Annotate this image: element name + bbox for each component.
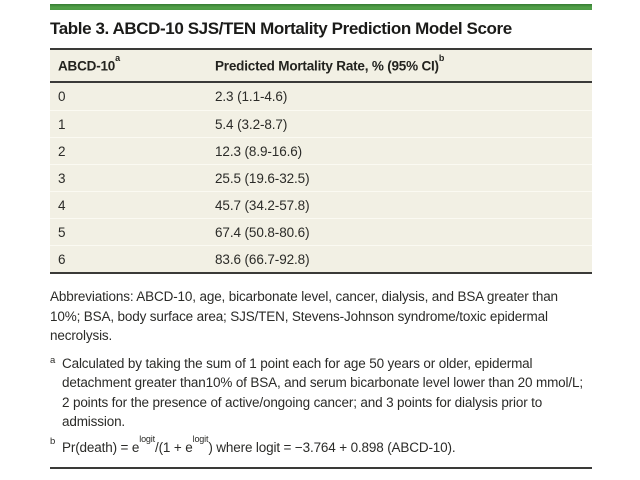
score-cell: 2 <box>58 143 66 159</box>
score-cell: 1 <box>58 116 66 132</box>
header-divider-rule <box>50 81 592 83</box>
logit-superscript: logit <box>139 434 155 444</box>
title-divider-rule <box>50 48 592 50</box>
green-accent-bar <box>50 4 592 10</box>
footnote-b-reference: b <box>438 52 445 63</box>
table-title: Table 3. ABCD-10 SJS/TEN Mortality Predi… <box>50 19 512 38</box>
table-notes: Abbreviations: ABCD-10, age, bicarbonate… <box>50 287 592 469</box>
footnote-b-text: Pr(death) = elogit/(1 + elogit) where lo… <box>62 434 456 455</box>
logit-superscript: logit <box>192 434 209 444</box>
table-row: 6 83.6 (66.7-92.8) <box>50 245 592 272</box>
score-cell: 0 <box>58 89 66 104</box>
column-header-score: ABCD-10a <box>58 52 120 74</box>
score-cell: 5 <box>58 224 66 240</box>
rate-cell: 12.3 (8.9-16.6) <box>215 143 303 159</box>
footnote-a: a Calculated by taking the sum of 1 point… <box>50 354 588 432</box>
table-row: 5 67.4 (50.8-80.6) <box>50 218 592 245</box>
footnote-b-marker: b <box>50 435 56 447</box>
rate-cell: 2.3 (1.1-4.6) <box>215 89 288 104</box>
figure-bottom-rule <box>50 466 592 469</box>
rate-cell: 5.4 (3.2-8.7) <box>215 116 288 132</box>
table-content-area: Table 3. ABCD-10 SJS/TEN Mortality Predi… <box>50 0 592 469</box>
column-header-rate: Predicted Mortality Rate, % (95% CI)b <box>215 52 445 74</box>
table-row: 0 2.3 (1.1-4.6) <box>50 83 592 110</box>
table-row: 2 12.3 (8.9-16.6) <box>50 137 592 164</box>
table-bottom-rule <box>50 272 592 274</box>
footnote-a-text: Calculated by taking the sum of 1 point … <box>62 355 583 430</box>
rate-cell: 83.6 (66.7-92.8) <box>215 251 310 267</box>
rate-cell: 67.4 (50.8-80.6) <box>215 224 310 240</box>
score-cell: 6 <box>58 251 66 267</box>
mortality-table: ABCD-10a Predicted Mortality Rate, % (95… <box>50 50 592 272</box>
score-cell: 3 <box>58 170 66 186</box>
table-row: 4 45.7 (34.2-57.8) <box>50 191 592 218</box>
score-cell: 4 <box>58 197 66 213</box>
abbreviations-text: Abbreviations: ABCD-10, age, bicarbonate… <box>50 289 558 343</box>
footnote-b: b Pr(death) = elogit/(1 + elogit) where l… <box>50 434 588 458</box>
rate-cell: 25.5 (19.6-32.5) <box>215 170 310 186</box>
table-row: 1 5.4 (3.2-8.7) <box>50 110 592 137</box>
footnote-a-reference: a <box>115 52 120 63</box>
table-header-row: ABCD-10a Predicted Mortality Rate, % (95… <box>50 50 592 81</box>
rate-cell: 45.7 (34.2-57.8) <box>215 197 310 213</box>
table-row: 3 25.5 (19.6-32.5) <box>50 164 592 191</box>
footnote-a-marker: a <box>50 354 56 366</box>
